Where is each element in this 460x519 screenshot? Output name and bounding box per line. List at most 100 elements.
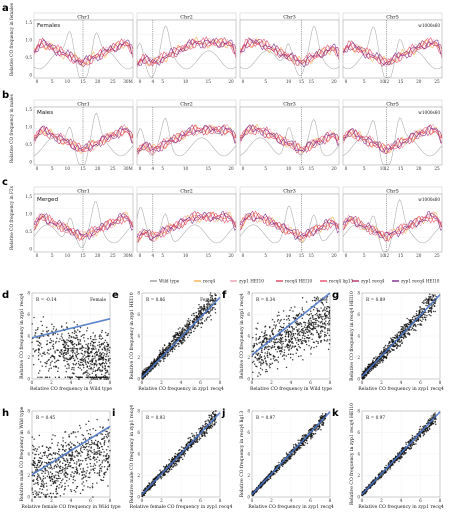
legend-item: recq4	[194, 279, 216, 284]
scatter-point	[109, 449, 111, 452]
scatter-point	[68, 376, 70, 379]
scatter-point	[278, 338, 280, 341]
scatter-point	[266, 364, 268, 366]
scatter-point	[275, 338, 278, 340]
x-tick-label: 15	[309, 79, 315, 84]
scatter-point	[176, 337, 178, 339]
scatter-point	[54, 482, 57, 484]
scatter-point	[256, 354, 259, 357]
scatter-point	[50, 367, 52, 369]
legend-label: recq4	[203, 279, 216, 284]
series-line-recq4-hei10	[239, 37, 340, 67]
scatter-point	[67, 332, 70, 335]
scatter-point	[193, 436, 195, 438]
scatter-point	[81, 483, 83, 485]
scatter-point	[277, 330, 280, 332]
scatter-point	[80, 450, 83, 453]
scatter-point	[322, 315, 324, 318]
scatter-point	[402, 327, 405, 330]
scatter-point	[82, 469, 85, 471]
scatter-point	[65, 348, 67, 350]
y-tick-label: 2	[27, 473, 30, 478]
scatter-point	[98, 346, 101, 348]
scatter-point	[108, 351, 111, 354]
scatter-point	[294, 337, 297, 340]
scatter-point	[152, 367, 155, 370]
scatter-point	[179, 327, 181, 329]
scatter-point	[71, 331, 74, 334]
scatter-point	[31, 444, 34, 447]
scatter-point	[283, 349, 286, 351]
scatter-point	[394, 337, 397, 339]
scatter-point	[77, 431, 79, 433]
scatter-point	[86, 448, 88, 451]
x-tick-label: 0	[242, 253, 245, 258]
scatter-point	[200, 326, 203, 329]
scatter-point	[81, 353, 84, 355]
scatter-point	[34, 349, 37, 352]
scatter-point	[101, 433, 104, 435]
scatter-point	[320, 341, 322, 343]
scatter-point	[54, 457, 57, 460]
scatter-point	[164, 349, 167, 352]
scatter-point	[93, 366, 95, 368]
scatter-point	[143, 368, 146, 371]
row-title: Merged	[37, 197, 58, 203]
scatter-point	[253, 363, 256, 365]
scatter-point	[90, 368, 92, 370]
window-label: w1000s60	[418, 110, 440, 115]
scatter-point	[209, 309, 212, 311]
scatter-point	[76, 471, 79, 473]
series-line-wild-type	[33, 31, 134, 78]
scatter-point	[299, 321, 301, 324]
scatter-point	[95, 373, 97, 376]
scatter-point	[90, 443, 92, 446]
scatter-point	[273, 321, 276, 323]
scatter-point	[184, 324, 186, 326]
scatter-point	[48, 467, 50, 469]
scatter-point	[107, 344, 110, 347]
scatter-point	[182, 453, 184, 455]
scatter-point	[60, 353, 63, 355]
scatter-point	[259, 373, 262, 376]
scatter-point	[328, 323, 330, 326]
scatter-point	[255, 327, 257, 329]
scatter-point	[34, 466, 36, 469]
scatter-point	[107, 445, 109, 448]
scatter-point	[71, 355, 73, 358]
scatter-point	[154, 366, 157, 368]
y-axis-label: Relative CO frequency in zyp1 recq4	[239, 293, 245, 379]
series-line-recq4-lig13	[33, 38, 134, 66]
scatter-point	[89, 433, 92, 436]
scatter-point	[279, 353, 282, 355]
legend-item: zyp1 recq4 HEI10	[392, 279, 440, 284]
scatter-point	[400, 336, 403, 339]
scatter-point	[407, 331, 410, 334]
scatter-point	[81, 357, 83, 360]
scatter-point	[80, 352, 83, 354]
scatter-point	[100, 353, 103, 356]
x-tick-label: 6	[309, 380, 312, 385]
scatter-point	[303, 348, 306, 351]
x-tick-label: 30M	[123, 166, 133, 171]
scatter-point	[379, 362, 381, 364]
scatter-point	[51, 442, 53, 445]
scatter-point	[80, 446, 82, 448]
scatter-point	[89, 486, 91, 489]
x-tick-label: 2	[380, 380, 383, 385]
scatter-point	[314, 327, 317, 330]
scatter-point	[178, 460, 180, 463]
scatter-point	[106, 341, 108, 344]
y-tick-label: 0.5	[25, 229, 32, 234]
series-line-zyp1-recq4	[342, 128, 443, 154]
scatter-point	[80, 347, 82, 350]
scatter-point	[188, 323, 190, 326]
scatter-point	[59, 477, 61, 480]
scatter-point	[32, 459, 34, 462]
scatter-point	[71, 466, 74, 469]
scatter-point	[198, 313, 200, 315]
scatter-point	[326, 322, 329, 325]
scatter-point	[143, 371, 145, 374]
scatter-point	[68, 365, 70, 367]
